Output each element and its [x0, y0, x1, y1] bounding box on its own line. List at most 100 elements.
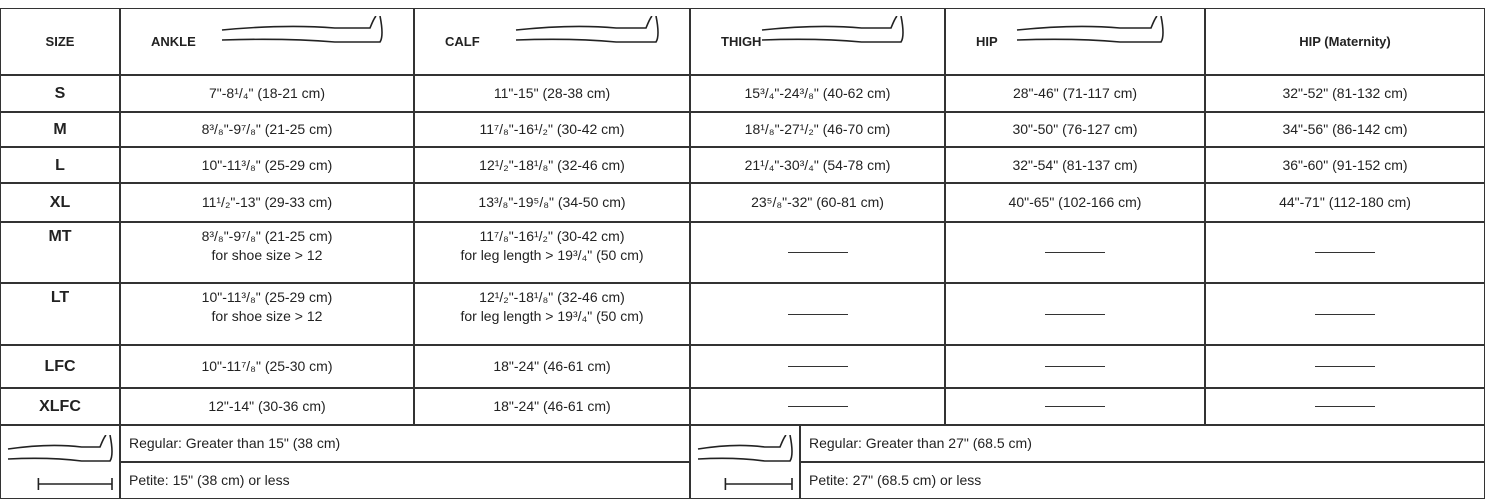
dash: [787, 252, 848, 253]
measure-cell: 8³/₈"-9⁷/₈" (21-25 cm) for shoe size > 12: [120, 222, 414, 283]
cell-text: 21¹/₄"-30³/₄" (54-78 cm): [744, 156, 891, 173]
measure-cell: 18"-24" (46-61 cm): [414, 388, 690, 425]
cell-text: 12"-14" (30-36 cm): [208, 398, 326, 414]
measure-cell: 32"-52" (81-132 cm): [1205, 75, 1485, 112]
measure-cell: 10"-11³/₈" (25-29 cm) for shoe size > 12: [120, 283, 414, 345]
footer-text: Petite: 15" (38 cm) or less: [129, 472, 290, 488]
header-label: HIP (Maternity): [1299, 34, 1391, 49]
size-cell: M: [0, 112, 120, 147]
footer-cell: Petite: 15" (38 cm) or less: [120, 462, 690, 499]
header-label: ANKLE: [151, 34, 196, 49]
measure-cell: [1205, 345, 1485, 388]
footer-cell: Petite: 27" (68.5 cm) or less: [800, 462, 1485, 499]
dash: [1315, 406, 1375, 407]
leg-icon: [761, 16, 904, 43]
measure-cell: [1205, 388, 1485, 425]
measure-cell: 12"-14" (30-36 cm): [120, 388, 414, 425]
leg-icon: [1016, 16, 1164, 43]
cell-text: 7"-8¹/₄" (18-21 cm): [208, 85, 325, 101]
cell-text: 18¹/₈"-27¹/₂" (46-70 cm): [744, 121, 891, 137]
measure-cell: 7"-8¹/₄" (18-21 cm): [120, 75, 414, 112]
cell-text: 32"-52" (81-132 cm): [1282, 85, 1408, 101]
cell-text: L: [55, 156, 65, 174]
cell-text: 36"-60" (91-152 cm): [1282, 156, 1408, 173]
footer-cell: Regular: Greater than 15" (38 cm): [120, 425, 690, 462]
footer-text: Petite: 27" (68.5 cm) or less: [809, 472, 982, 488]
header-label: HIP: [976, 34, 998, 49]
dash: [787, 313, 848, 315]
cell-text: 32"-54" (81-137 cm): [1012, 156, 1138, 173]
measure-cell: 8³/₈"-9⁷/₈" (21-25 cm): [120, 112, 414, 147]
measure-cell: [690, 222, 945, 283]
size-cell: L: [0, 147, 120, 183]
cell-text: LT: [50, 289, 70, 306]
header-cell: HIP: [945, 8, 1205, 75]
measure-cell: 10"-11⁷/₈" (25-30 cm): [120, 345, 414, 388]
cell-line: 11⁷/₈"-16¹/₂" (30-42 cm): [479, 228, 625, 244]
icon-cell: [690, 425, 800, 499]
cell-text: 18"-24" (46-61 cm): [493, 398, 611, 414]
cell-line: 10"-11³/₈" (25-29 cm): [201, 289, 333, 305]
measure-cell: 21¹/₄"-30³/₄" (54-78 cm): [690, 147, 945, 183]
cell-text: 23⁵/₈"-32" (60-81 cm): [751, 194, 884, 210]
leg-icon: [515, 16, 659, 43]
cell-text: 10"-11³/₈" (25-29 cm): [201, 156, 333, 173]
measure-cell: 12¹/₂"-18¹/₈" (32-46 cm): [414, 147, 690, 183]
cell-text: 30"-50" (76-127 cm): [1012, 121, 1138, 137]
dash: [1315, 313, 1375, 315]
cell-text: 10"-11⁷/₈" (25-30 cm): [201, 358, 333, 374]
cell-text: 40"-65" (102-166 cm): [1008, 194, 1142, 210]
measure-cell: 28"-46" (71-117 cm): [945, 75, 1205, 112]
cell-text: MT: [48, 228, 72, 245]
measure-cell: 11⁷/₈"-16¹/₂" (30-42 cm): [414, 112, 690, 147]
cell-text: S: [54, 85, 66, 102]
measure-cell: 32"-54" (81-137 cm): [945, 147, 1205, 183]
measure-cell: [690, 283, 945, 345]
size-cell: LT: [0, 283, 120, 345]
measure-cell: 23⁵/₈"-32" (60-81 cm): [690, 183, 945, 222]
header-label: CALF: [445, 34, 480, 49]
dash: [1045, 252, 1105, 253]
measure-cell: 36"-60" (91-152 cm): [1205, 147, 1485, 183]
measure-cell: 10"-11³/₈" (25-29 cm): [120, 147, 414, 183]
header-cell: HIP (Maternity): [1205, 8, 1485, 75]
size-cell: XL: [0, 183, 120, 222]
measure-cell: 18"-24" (46-61 cm): [414, 345, 690, 388]
header-cell: CALF: [414, 8, 690, 75]
cell-text: 11"-15" (28-38 cm): [493, 85, 611, 101]
measure-cell: 44"-71" (112-180 cm): [1205, 183, 1485, 222]
measure-cell: 11"-15" (28-38 cm): [414, 75, 690, 112]
measure-cell: [1205, 222, 1485, 283]
measure-cell: 18¹/₈"-27¹/₂" (46-70 cm): [690, 112, 945, 147]
dash: [1045, 366, 1105, 367]
size-cell: LFC: [0, 345, 120, 388]
dash: [787, 366, 848, 367]
measure-cell: 30"-50" (76-127 cm): [945, 112, 1205, 147]
header-label: THIGH: [721, 34, 762, 49]
dash: [787, 406, 848, 407]
cell-text: 44"-71" (112-180 cm): [1279, 194, 1411, 210]
cell-line: 8³/₈"-9⁷/₈" (21-25 cm): [201, 228, 333, 244]
measure-cell: [945, 222, 1205, 283]
header-cell: SIZE: [0, 8, 120, 75]
cell-line: for leg length > 19³/₄" (50 cm): [460, 247, 644, 263]
cell-line: for shoe size > 12: [211, 308, 323, 324]
measure-cell: 34"-56" (86-142 cm): [1205, 112, 1485, 147]
cell-line: for leg length > 19³/₄" (50 cm): [460, 308, 644, 324]
size-cell: S: [0, 75, 120, 112]
cell-text: XL: [49, 194, 71, 211]
measure-cell: 11⁷/₈"-16¹/₂" (30-42 cm) for leg length >…: [414, 222, 690, 283]
cell-text: 11¹/₂"-13" (29-33 cm): [201, 194, 333, 210]
cell-text: LFC: [44, 358, 76, 375]
measure-cell: [945, 388, 1205, 425]
footer-cell: Regular: Greater than 27" (68.5 cm): [800, 425, 1485, 462]
measure-cell: [1205, 283, 1485, 345]
dash: [1045, 313, 1105, 315]
measure-cell: [690, 388, 945, 425]
leg-icon: [7, 435, 113, 462]
cell-text: 18"-24" (46-61 cm): [493, 358, 611, 374]
cell-text: 28"-46" (71-117 cm): [1012, 85, 1138, 101]
measure-cell: [945, 345, 1205, 388]
cell-text: 8³/₈"-9⁷/₈" (21-25 cm): [201, 121, 333, 137]
